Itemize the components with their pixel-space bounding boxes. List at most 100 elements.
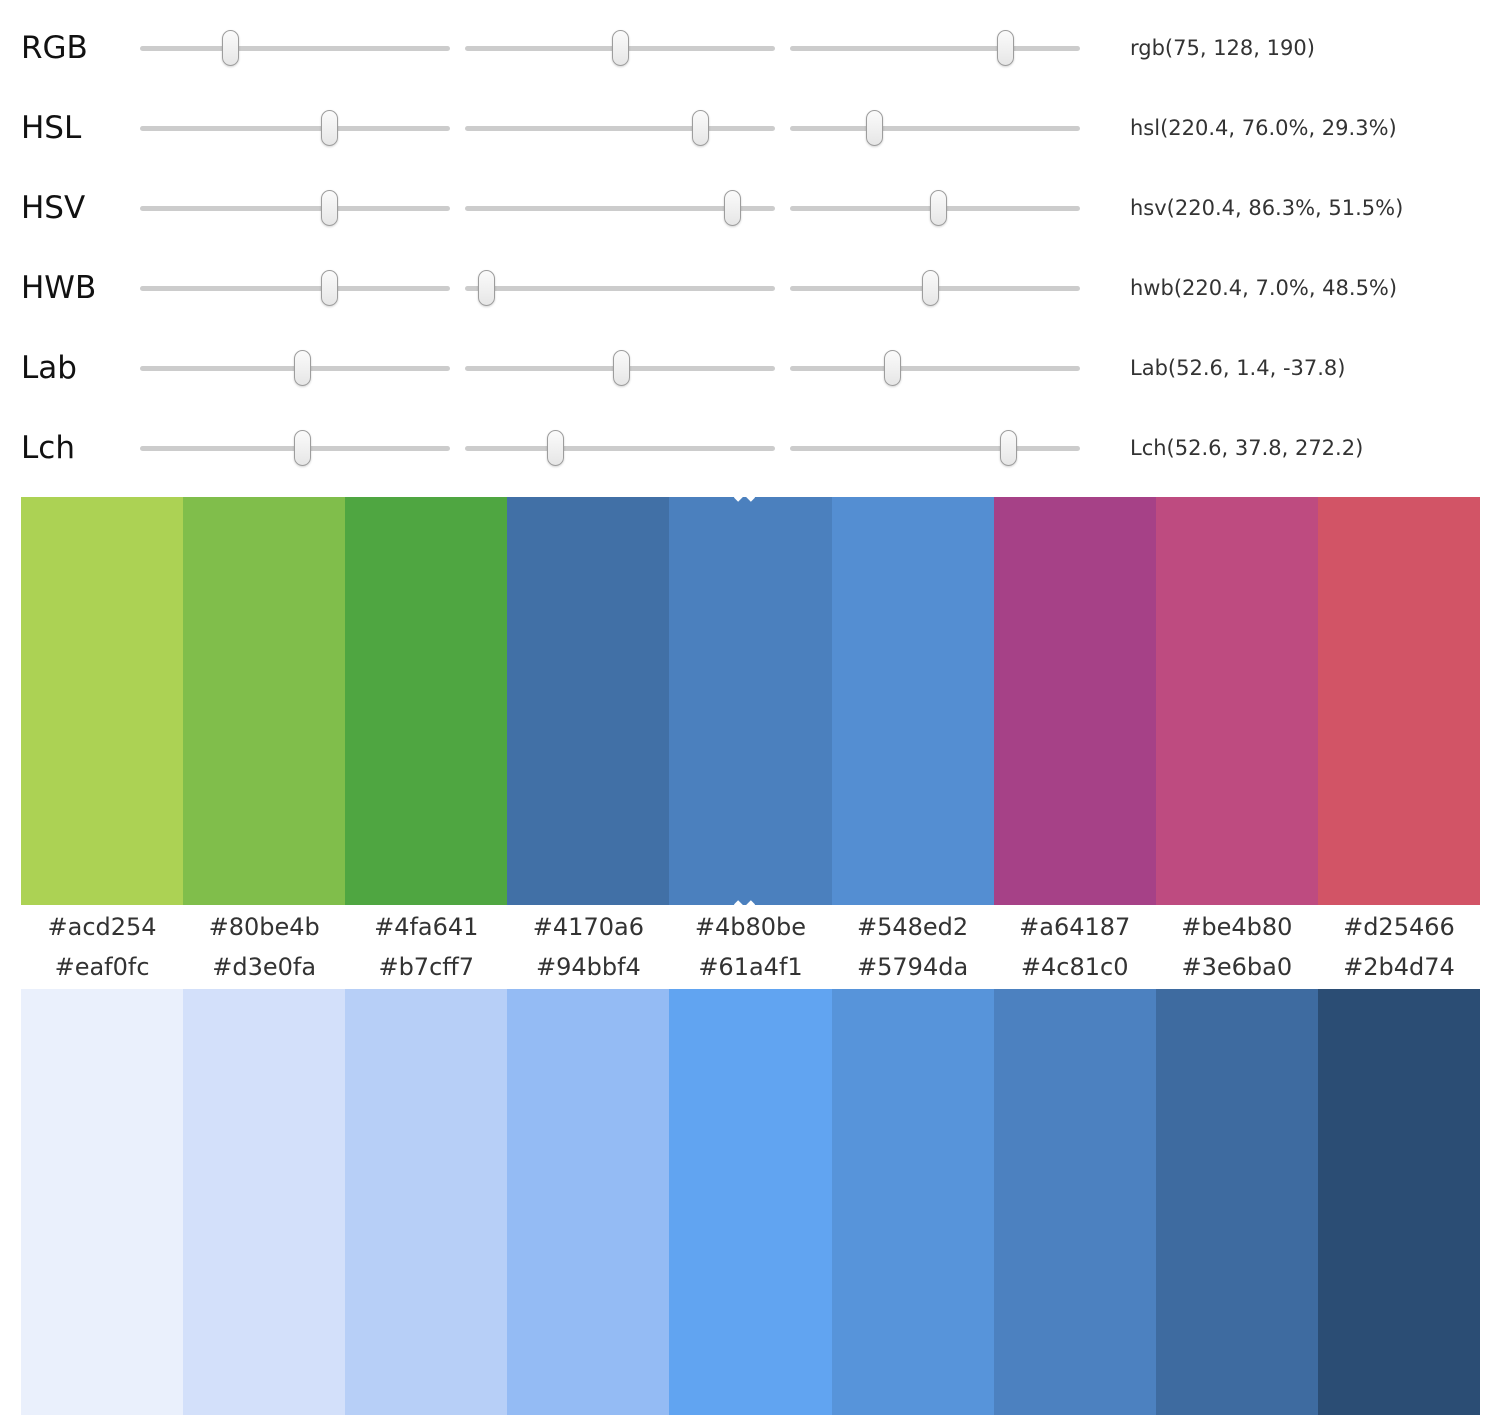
hex-label: #4b80be [694,913,807,941]
slider-track[interactable] [465,286,775,291]
hex-label: #b7cff7 [378,953,475,981]
slider-thumb[interactable] [1000,430,1018,466]
lch-value-text: Lch(52.6, 37.8, 272.2) [1130,436,1364,460]
hex-label: #d25466 [1343,913,1455,941]
slider-thumb[interactable] [921,270,939,306]
slider-thumb[interactable] [477,270,495,306]
rgb-channel-2-slider[interactable] [465,26,775,70]
slider-thumb[interactable] [222,30,240,66]
hsl-channel-2-slider[interactable] [465,106,775,150]
hex-label: #d3e0fa [212,953,317,981]
rgb-channel-3-slider[interactable] [790,26,1080,70]
hex-label: #4c81c0 [1020,953,1129,981]
hue-swatch[interactable] [1317,497,1480,905]
hex-label: #61a4f1 [698,953,803,981]
lab-channel-3-slider[interactable] [790,346,1080,390]
hex-label: #5794da [857,953,969,981]
tint-swatch[interactable] [993,989,1156,1415]
hwb-value-text: hwb(220.4, 7.0%, 48.5%) [1130,276,1398,300]
tint-swatch[interactable] [21,989,184,1415]
slider-track[interactable] [790,366,1080,371]
hwb-channel-3-slider[interactable] [790,266,1080,310]
lab-channel-1-slider[interactable] [140,346,450,390]
hex-label: #94bbf4 [535,953,641,981]
slider-thumb[interactable] [997,30,1015,66]
hex-label: #3e6ba0 [1181,953,1293,981]
colorspace-label-lab: Lab [21,350,77,386]
slider-thumb[interactable] [320,270,338,306]
tint-swatch[interactable] [831,989,994,1415]
hex-label: #be4b80 [1181,913,1293,941]
slider-thumb[interactable] [320,110,338,146]
slider-thumb[interactable] [865,110,883,146]
rgb-channel-1-slider[interactable] [140,26,450,70]
hex-label: #2b4d74 [1343,953,1455,981]
lab-channel-2-slider[interactable] [465,346,775,390]
hue-swatch[interactable] [21,497,184,905]
hsv-channel-2-slider[interactable] [465,186,775,230]
hue-swatch-selected[interactable] [669,486,832,916]
tint-hex-labels: #eaf0fc #d3e0fa #b7cff7 #94bbf4 #61a4f1 … [21,953,1480,989]
hex-label: #80be4b [208,913,320,941]
colorspace-label-hwb: HWB [21,270,97,306]
tint-swatch[interactable] [183,989,346,1415]
color-sliders-panel: RGB rgb(75, 128, 190) HSL hsl(220.4, [0,0,1501,488]
slider-thumb[interactable] [611,30,629,66]
lch-channel-2-slider[interactable] [465,426,775,470]
hsv-channel-1-slider[interactable] [140,186,450,230]
tint-swatch[interactable] [507,989,670,1415]
slider-track[interactable] [790,46,1080,51]
hsl-value-text: hsl(220.4, 76.0%, 29.3%) [1130,116,1397,140]
hue-swatch[interactable] [183,497,346,905]
colorspace-label-hsl: HSL [21,110,82,146]
slider-row-rgb: RGB rgb(75, 128, 190) [0,8,1501,88]
slider-track[interactable] [140,126,450,131]
tint-palette-band [21,989,1480,1415]
tint-swatch[interactable] [669,989,832,1415]
slider-thumb[interactable] [723,190,741,226]
slider-row-lch: Lch Lch(52.6, 37.8, 272.2) [0,408,1501,488]
slider-track[interactable] [140,286,450,291]
hue-swatch[interactable] [345,497,508,905]
slider-thumb[interactable] [883,350,901,386]
lch-channel-1-slider[interactable] [140,426,450,470]
lch-channel-3-slider[interactable] [790,426,1080,470]
tint-swatch[interactable] [1317,989,1480,1415]
hue-swatch[interactable] [507,497,670,905]
hue-swatch[interactable] [1155,497,1318,905]
slider-thumb[interactable] [320,190,338,226]
hue-swatch[interactable] [831,497,994,905]
slider-row-hwb: HWB hwb(220.4, 7.0%, 48.5%) [0,248,1501,328]
tint-swatch[interactable] [1155,989,1318,1415]
slider-track[interactable] [465,206,775,211]
slider-row-hsl: HSL hsl(220.4, 76.0%, 29.3%) [0,88,1501,168]
hex-label: #4170a6 [532,913,644,941]
hwb-channel-2-slider[interactable] [465,266,775,310]
hsv-channel-3-slider[interactable] [790,186,1080,230]
hex-label: #4fa641 [374,913,479,941]
hsl-channel-1-slider[interactable] [140,106,450,150]
slider-track[interactable] [790,446,1080,451]
slider-thumb[interactable] [294,350,312,386]
slider-track[interactable] [140,46,450,51]
slider-track[interactable] [790,126,1080,131]
rgb-value-text: rgb(75, 128, 190) [1130,36,1315,60]
slider-track[interactable] [465,126,775,131]
slider-thumb[interactable] [294,430,312,466]
slider-track[interactable] [465,446,775,451]
hsl-channel-3-slider[interactable] [790,106,1080,150]
colorspace-label-lch: Lch [21,430,75,466]
slider-track[interactable] [140,206,450,211]
hwb-channel-1-slider[interactable] [140,266,450,310]
tint-swatch[interactable] [345,989,508,1415]
slider-thumb[interactable] [930,190,948,226]
slider-thumb[interactable] [547,430,565,466]
slider-thumb[interactable] [613,350,631,386]
slider-thumb[interactable] [691,110,709,146]
slider-row-lab: Lab Lab(52.6, 1.4, -37.8) [0,328,1501,408]
hue-swatch[interactable] [993,497,1156,905]
colorspace-label-rgb: RGB [21,30,88,66]
hex-label: #548ed2 [857,913,969,941]
hue-palette-band [21,486,1480,916]
slider-row-hsv: HSV hsv(220.4, 86.3%, 51.5%) [0,168,1501,248]
